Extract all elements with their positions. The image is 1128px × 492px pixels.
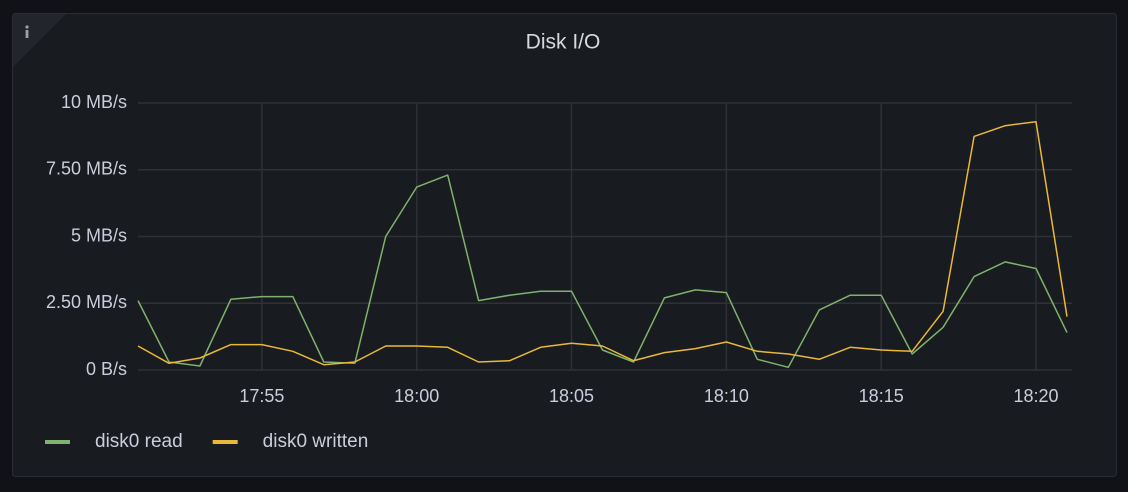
legend-label: disk0 read [95,431,183,452]
data-line [137,174,1068,369]
x-tick-label: 18:05 [549,386,594,406]
info-icon-dot [25,25,29,29]
x-tick-label: 18:10 [704,386,749,406]
data-line [137,120,1068,366]
panel [12,13,1117,477]
y-tick-label: 7.50 MB/s [46,159,127,179]
y-tick-label: 2.50 MB/s [46,292,127,312]
chart-title: Disk I/O [526,31,601,54]
x-tick-label: 18:00 [394,386,439,406]
x-tick-label: 17:55 [239,386,284,406]
info-icon-stem [25,30,29,38]
x-tick-label: 18:15 [859,386,904,406]
legend-label: disk0 written [263,431,369,452]
y-tick-label: 5 MB/s [71,225,127,245]
y-tick-label: 0 B/s [86,359,127,379]
y-tick-label: 10 MB/s [61,92,127,112]
x-tick-label: 18:20 [1014,386,1059,406]
